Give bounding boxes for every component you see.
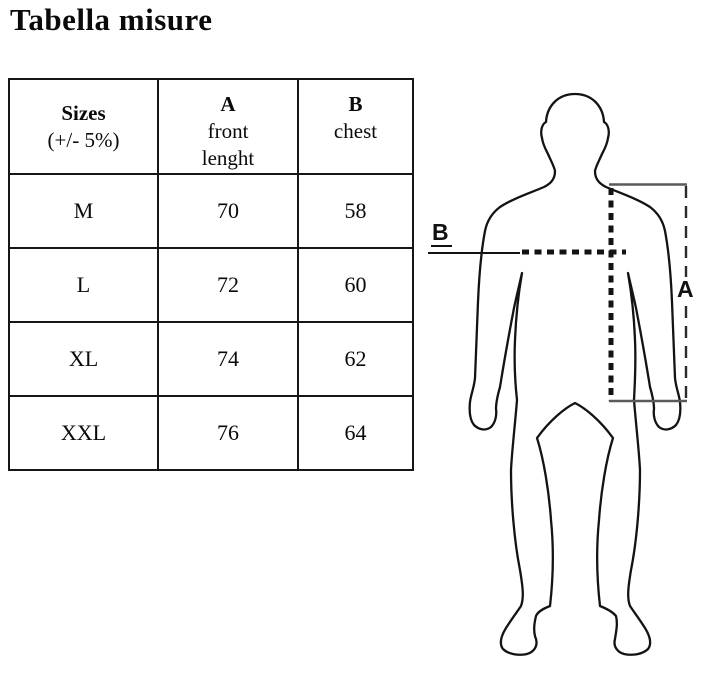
page-title: Tabella misure — [10, 2, 213, 37]
cell-size: M — [8, 173, 159, 249]
cell-front-length: 76 — [157, 395, 299, 471]
size-table: Sizes (+/- 5%) A front lenght B chest M … — [8, 78, 414, 471]
table-row: M 70 58 — [8, 173, 414, 249]
measure-label-a: A — [674, 277, 697, 302]
measure-label-b: B — [431, 220, 452, 247]
header-sizes-tolerance: (+/- 5%) — [47, 127, 120, 152]
cell-front-length: 74 — [157, 321, 299, 397]
header-b-sub: chest — [333, 119, 378, 143]
header-cell-b: B chest — [297, 78, 414, 175]
table-header-row: Sizes (+/- 5%) A front lenght B chest — [8, 78, 414, 175]
table-row: L 72 60 — [8, 247, 414, 323]
cell-chest: 64 — [297, 395, 414, 471]
header-a-sub2: lenght — [201, 146, 255, 170]
cell-chest: 62 — [297, 321, 414, 397]
header-sizes-title: Sizes — [61, 100, 106, 125]
cell-size: XL — [8, 321, 159, 397]
header-a-letter: A — [220, 92, 236, 116]
cell-size: L — [8, 247, 159, 323]
cell-front-length: 70 — [157, 173, 299, 249]
header-cell-a: A front lenght — [157, 78, 299, 175]
body-outline — [468, 92, 682, 656]
header-a-sub1: front — [207, 119, 249, 143]
header-cell-sizes: Sizes (+/- 5%) — [8, 78, 159, 175]
table-row: XXL 76 64 — [8, 395, 414, 471]
table-row: XL 74 62 — [8, 321, 414, 397]
header-b-letter: B — [348, 92, 363, 116]
cell-chest: 58 — [297, 173, 414, 249]
cell-size: XXL — [8, 395, 159, 471]
cell-chest: 60 — [297, 247, 414, 323]
cell-front-length: 72 — [157, 247, 299, 323]
